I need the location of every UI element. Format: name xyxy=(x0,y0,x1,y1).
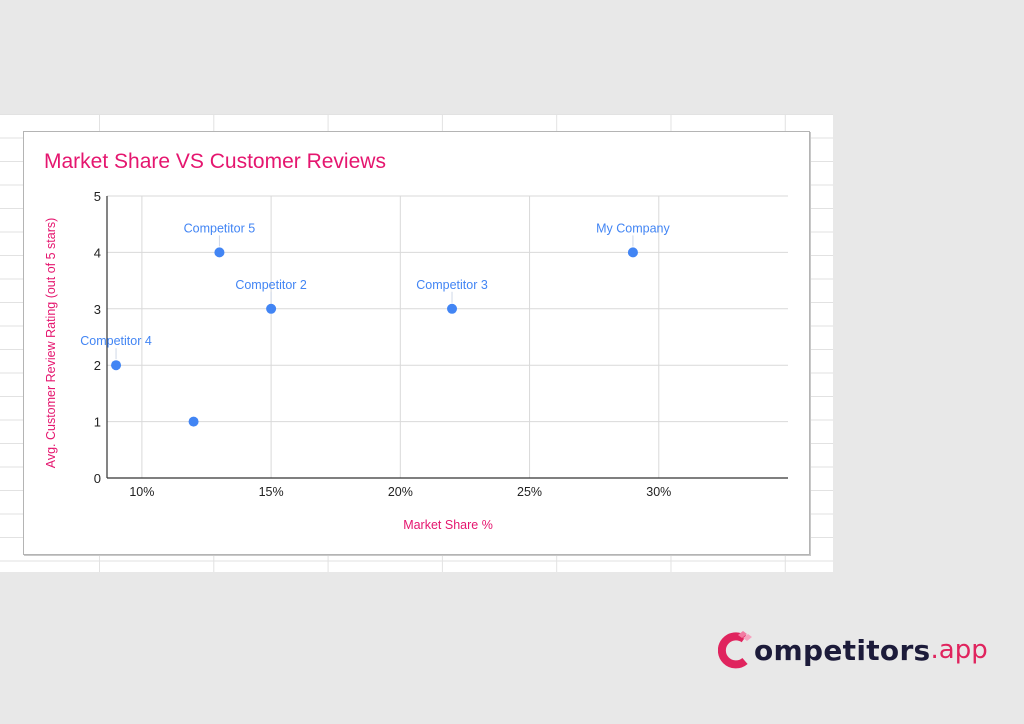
tick-labels: 0 1 2 3 4 5 10% 15% 20% 25% 30% xyxy=(94,189,672,499)
x-tick-label: 15% xyxy=(259,485,284,499)
competitors-app-logo: ompetitors .app xyxy=(718,628,988,672)
y-axis-title: Avg. Customer Review Rating (out of 5 st… xyxy=(44,217,58,469)
data-point[interactable] xyxy=(214,247,225,258)
y-tick-label: 5 xyxy=(94,189,101,204)
data-point[interactable] xyxy=(447,303,458,314)
y-tick-label: 1 xyxy=(94,415,101,430)
point-label: Competitor 5 xyxy=(184,221,256,235)
data-point[interactable] xyxy=(627,247,638,258)
point-label: Competitor 3 xyxy=(416,278,488,292)
logo-tld: .app xyxy=(930,635,988,665)
data-point[interactable] xyxy=(266,303,277,314)
point-label: My Company xyxy=(596,221,670,235)
y-tick-label: 0 xyxy=(94,471,101,486)
x-tick-label: 10% xyxy=(129,485,154,499)
gridlines xyxy=(107,195,788,478)
y-tick-label: 4 xyxy=(94,245,101,260)
logo-wordmark: ompetitors xyxy=(754,633,931,667)
x-tick-label: 20% xyxy=(388,485,413,499)
point-label: Competitor 4 xyxy=(80,334,152,348)
y-tick-label: 2 xyxy=(94,358,101,373)
x-tick-label: 25% xyxy=(517,485,542,499)
y-tick-label: 3 xyxy=(94,302,101,317)
x-tick-label: 30% xyxy=(646,485,671,499)
chart-title: Market Share VS Customer Reviews xyxy=(44,150,386,173)
chart-container[interactable] xyxy=(23,131,810,555)
data-point[interactable] xyxy=(188,416,199,427)
axes xyxy=(106,196,788,479)
x-axis-title: Market Share % xyxy=(403,518,493,532)
c-logo-icon xyxy=(718,631,752,669)
data-point[interactable] xyxy=(111,360,122,371)
point-label: Competitor 2 xyxy=(235,278,307,292)
data-points: Competitor 4 Competitor 5 Competitor 2 Comp… xyxy=(80,221,670,427)
